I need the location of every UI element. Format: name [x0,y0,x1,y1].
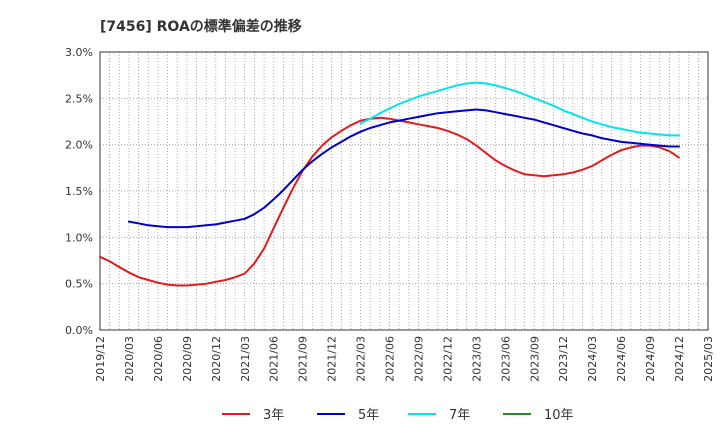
x-tick-label: 2022/12 [441,336,454,382]
x-tick-label: 2023/12 [557,336,570,382]
legend-label-2: 5年 [358,408,379,423]
chart-title: [7456] ROAの標準偏差の推移 [100,18,302,35]
legend: 3年 5年 7年 10年 [222,408,574,423]
x-tick-label: 2023/09 [528,336,541,382]
series-line-3 [359,81,680,137]
x-tick-label: 2024/12 [673,336,686,382]
x-tick-label: 2022/03 [355,336,368,382]
x-tick-label: 2021/06 [268,336,281,382]
x-tick-label: 2019/12 [94,336,107,382]
legend-label-3: 7年 [449,408,470,423]
y-tick-label: 2.5% [65,92,93,105]
legend-label-4: 10年 [544,408,574,423]
x-tick-label: 2022/06 [384,336,397,382]
y-tick-label: 1.5% [65,185,93,198]
x-tick-label: 2020/06 [152,336,165,382]
x-tick-label: 2020/09 [181,336,194,382]
y-tick-label: 0.0% [65,324,93,337]
x-tick-label: 2020/12 [210,336,223,382]
plot-area: 0.0% 0.5% 1.0% 1.5% 2.0% 2.5% 3.0% 2019/12 2020/… [65,46,715,382]
x-tick-label: 2021/03 [239,336,252,382]
x-tick-label: 2023/06 [499,336,512,382]
y-tick-label: 2.0% [65,139,93,152]
y-tick-label: 0.5% [65,278,93,291]
x-tick-label: 2021/12 [326,336,339,382]
series-line-2 [128,108,680,229]
legend-label-1: 3年 [263,408,284,423]
x-tick-label: 2024/06 [615,336,628,382]
x-tick-label: 2024/09 [644,336,657,382]
x-tick-label: 2022/09 [412,336,425,382]
y-tick-label: 3.0% [65,46,93,59]
y-tick-label: 1.0% [65,231,93,244]
x-tick-label: 2023/03 [470,336,483,382]
series-line-1 [99,116,680,287]
plot-frame [99,51,709,331]
x-tick-label: 2021/09 [297,336,310,382]
x-tick-label: 2024/03 [586,336,599,382]
x-tick-label: 2020/03 [123,336,136,382]
x-tick-label: 2025/03 [702,336,715,382]
